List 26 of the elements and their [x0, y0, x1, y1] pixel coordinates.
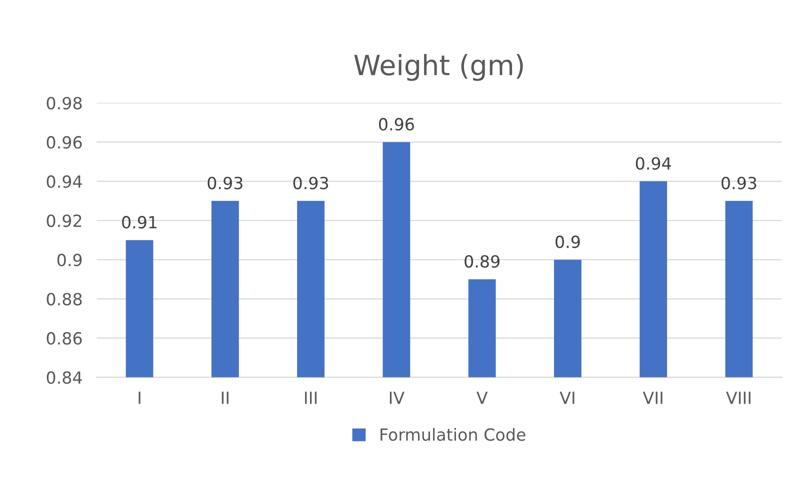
y-tick-label: 0.92 [46, 214, 82, 228]
data-label: 0.93 [722, 176, 756, 190]
data-label: 0.93 [208, 176, 242, 190]
legend-label: Formulation Code [380, 428, 526, 441]
y-tick-label: 0.9 [57, 254, 82, 266]
x-tick-label: IV [390, 392, 404, 404]
chart-title: Weight (gm) [354, 54, 523, 81]
data-label: 0.91 [122, 216, 157, 229]
data-label: 0.94 [636, 157, 671, 170]
y-tick-label: 0.94 [46, 175, 82, 188]
data-label: 0.96 [378, 118, 414, 131]
x-tick-label: III [305, 392, 317, 404]
data-label: 0.93 [293, 176, 328, 190]
x-tick-label: VIII [726, 392, 750, 404]
x-tick-label: VI [560, 392, 574, 404]
y-tick-label: 0.96 [46, 136, 82, 149]
y-tick-label: 0.98 [46, 96, 82, 110]
x-tick-label: V [476, 392, 488, 404]
x-tick-label: I [138, 392, 140, 404]
data-label: 0.89 [464, 255, 500, 268]
x-tick-label: II [222, 392, 228, 404]
y-tick-label: 0.86 [46, 332, 82, 345]
data-label: 0.9 [556, 236, 580, 248]
y-tick-label: 0.88 [46, 292, 82, 306]
x-tick-label: VII [642, 392, 662, 404]
y-tick-label: 0.84 [46, 371, 82, 384]
